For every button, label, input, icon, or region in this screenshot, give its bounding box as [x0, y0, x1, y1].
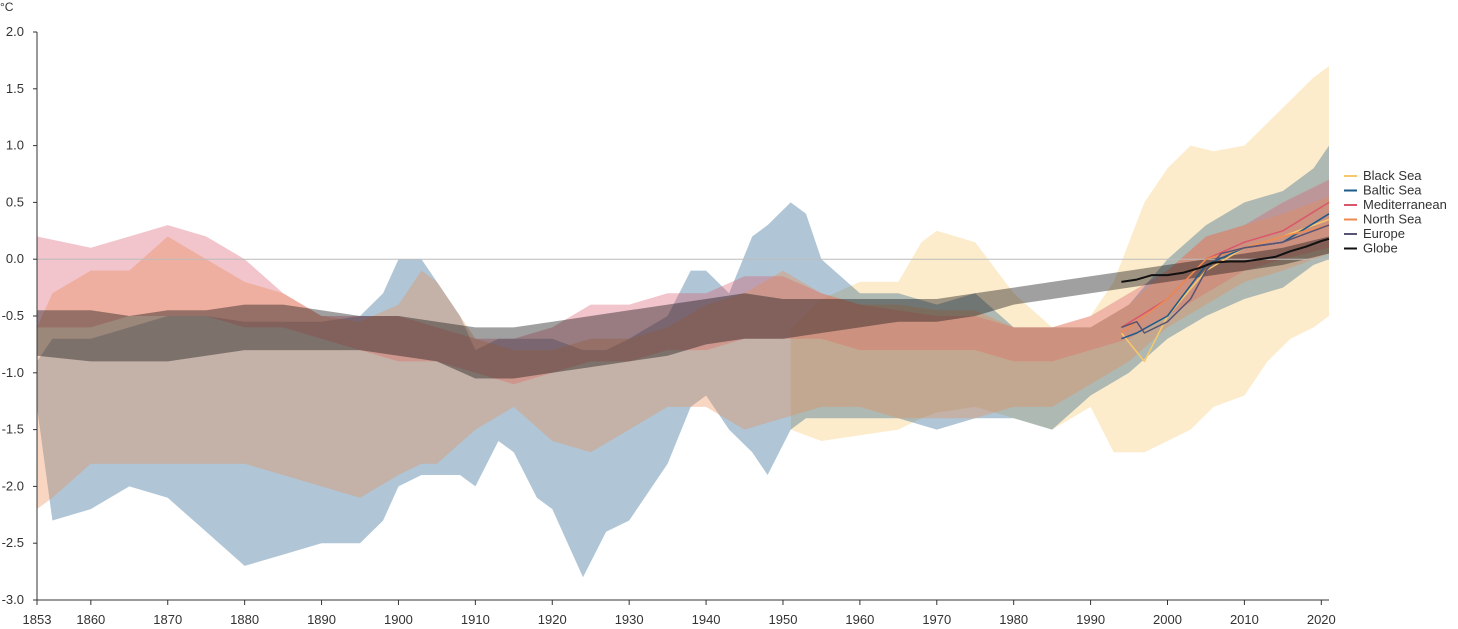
y-axis-unit-label: °C — [0, 0, 14, 14]
y-tick-label: 1.5 — [6, 81, 24, 96]
legend-label-mediterranean: Mediterranean — [1363, 197, 1447, 212]
x-tick-label: 1880 — [230, 612, 259, 627]
y-tick-label: -1.5 — [2, 422, 24, 437]
x-tick-label: 1870 — [153, 612, 182, 627]
legend-label-europe: Europe — [1363, 226, 1405, 241]
line-europe — [1121, 224, 1330, 334]
x-tick-label: 1900 — [384, 612, 413, 627]
x-tick-label: 1910 — [461, 612, 490, 627]
x-tick-label: 2000 — [1153, 612, 1182, 627]
x-tick-label: 1990 — [1076, 612, 1105, 627]
band-black-sea — [790, 66, 1329, 453]
y-tick-label: -1.0 — [2, 365, 24, 380]
x-tick-label: 1980 — [999, 612, 1028, 627]
legend-label-black-sea: Black Sea — [1363, 168, 1422, 183]
y-tick-label: 1.0 — [6, 138, 24, 153]
x-tick-label: 1930 — [615, 612, 644, 627]
legend-label-baltic-sea: Baltic Sea — [1363, 183, 1422, 198]
band-mediterranean — [37, 179, 1329, 385]
x-tick-label: 2020 — [1307, 612, 1336, 627]
bands-layer — [37, 66, 1329, 578]
y-tick-label: -2.0 — [2, 478, 24, 493]
legend-label-globe: Globe — [1363, 241, 1398, 256]
x-tick-label: 1970 — [922, 612, 951, 627]
axes-layer: 2.0 1.5 1.0 0.5 0.0 -0.5 -1.0 -1.5 -2.0 -2.5 -3.0 1… — [2, 24, 1336, 627]
band-baltic-sea — [37, 145, 1329, 578]
x-tick-label: 1860 — [76, 612, 105, 627]
band-globe — [37, 236, 1329, 379]
y-tick-label: 0.5 — [6, 194, 24, 209]
x-tick-label: 1920 — [538, 612, 567, 627]
x-tick-label: 2010 — [1230, 612, 1259, 627]
line-globe — [1121, 237, 1330, 283]
x-tick-label: 1890 — [307, 612, 336, 627]
x-tick-label: 1940 — [692, 612, 721, 627]
y-tick-label: 2.0 — [6, 24, 24, 39]
x-tick-label: 1950 — [769, 612, 798, 627]
x-tick-label: 1960 — [845, 612, 874, 627]
band-north-sea — [37, 196, 1329, 510]
y-tick-label: -0.5 — [2, 308, 24, 323]
y-tick-label: 0.0 — [6, 251, 24, 266]
line-north-sea — [1120, 224, 1330, 334]
legend-label-north-sea: North Sea — [1363, 212, 1422, 227]
x-tick-label: 1853 — [23, 612, 52, 627]
y-tick-label: -3.0 — [2, 592, 24, 607]
series-lines-layer — [1120, 201, 1330, 363]
y-tick-label: -2.5 — [2, 535, 24, 550]
line-mediterranean — [1121, 201, 1330, 329]
